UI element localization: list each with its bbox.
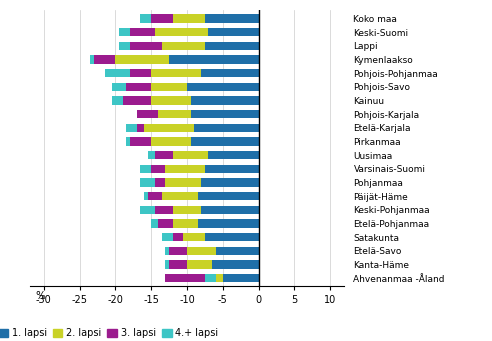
Bar bbox=[116, 55, 169, 63]
Bar bbox=[205, 42, 258, 50]
Bar bbox=[184, 233, 205, 241]
Bar bbox=[194, 124, 258, 132]
Bar bbox=[137, 110, 158, 118]
Bar bbox=[169, 261, 187, 269]
Bar bbox=[105, 69, 130, 77]
Bar bbox=[151, 137, 190, 146]
Bar bbox=[148, 192, 162, 200]
Bar bbox=[162, 42, 205, 50]
Bar bbox=[158, 110, 190, 118]
Bar bbox=[165, 178, 201, 187]
Bar bbox=[144, 192, 148, 200]
Bar bbox=[140, 206, 155, 214]
Bar bbox=[91, 55, 94, 63]
Bar bbox=[151, 97, 190, 105]
Bar bbox=[165, 274, 205, 282]
Bar bbox=[130, 42, 162, 50]
Bar bbox=[151, 83, 187, 91]
Bar bbox=[148, 151, 155, 159]
Bar bbox=[140, 165, 151, 173]
Bar bbox=[169, 247, 187, 255]
Bar bbox=[187, 261, 212, 269]
Bar bbox=[151, 14, 173, 23]
Bar bbox=[126, 124, 137, 132]
Bar bbox=[198, 192, 258, 200]
Bar bbox=[190, 137, 258, 146]
Bar bbox=[119, 42, 130, 50]
Bar bbox=[130, 137, 151, 146]
Bar bbox=[223, 274, 258, 282]
Bar bbox=[126, 83, 151, 91]
Text: %: % bbox=[35, 291, 45, 300]
Bar bbox=[158, 220, 173, 228]
Bar bbox=[94, 55, 116, 63]
Bar bbox=[165, 261, 169, 269]
Bar bbox=[205, 165, 258, 173]
Bar bbox=[205, 14, 258, 23]
Bar bbox=[112, 97, 123, 105]
Bar bbox=[187, 247, 215, 255]
Bar bbox=[130, 69, 151, 77]
Bar bbox=[173, 206, 201, 214]
Bar bbox=[198, 220, 258, 228]
Bar bbox=[123, 97, 151, 105]
Bar bbox=[187, 83, 258, 91]
Bar bbox=[209, 28, 258, 36]
Bar bbox=[155, 151, 173, 159]
Bar bbox=[126, 137, 130, 146]
Bar bbox=[215, 247, 258, 255]
Bar bbox=[130, 28, 155, 36]
Bar bbox=[155, 178, 165, 187]
Bar bbox=[173, 233, 184, 241]
Bar bbox=[173, 220, 198, 228]
Bar bbox=[169, 55, 258, 63]
Bar bbox=[155, 206, 173, 214]
Bar bbox=[151, 69, 201, 77]
Bar bbox=[165, 247, 169, 255]
Bar bbox=[209, 151, 258, 159]
Bar bbox=[190, 110, 258, 118]
Bar bbox=[137, 124, 144, 132]
Bar bbox=[144, 124, 194, 132]
Bar bbox=[162, 233, 173, 241]
Bar bbox=[112, 83, 126, 91]
Bar bbox=[190, 97, 258, 105]
Bar bbox=[140, 178, 155, 187]
Bar bbox=[151, 220, 158, 228]
Bar bbox=[201, 178, 258, 187]
Legend: 1. lapsi, 2. lapsi, 3. lapsi, 4.+ lapsi: 1. lapsi, 2. lapsi, 3. lapsi, 4.+ lapsi bbox=[0, 325, 222, 341]
Bar bbox=[205, 274, 215, 282]
Bar bbox=[173, 151, 209, 159]
Bar bbox=[201, 206, 258, 214]
Bar bbox=[165, 165, 205, 173]
Bar bbox=[155, 28, 209, 36]
Bar bbox=[173, 14, 205, 23]
Bar bbox=[140, 14, 151, 23]
Bar bbox=[212, 261, 258, 269]
Bar bbox=[151, 165, 165, 173]
Bar bbox=[201, 69, 258, 77]
Bar bbox=[119, 28, 130, 36]
Bar bbox=[162, 192, 198, 200]
Bar bbox=[205, 233, 258, 241]
Bar bbox=[165, 274, 223, 282]
